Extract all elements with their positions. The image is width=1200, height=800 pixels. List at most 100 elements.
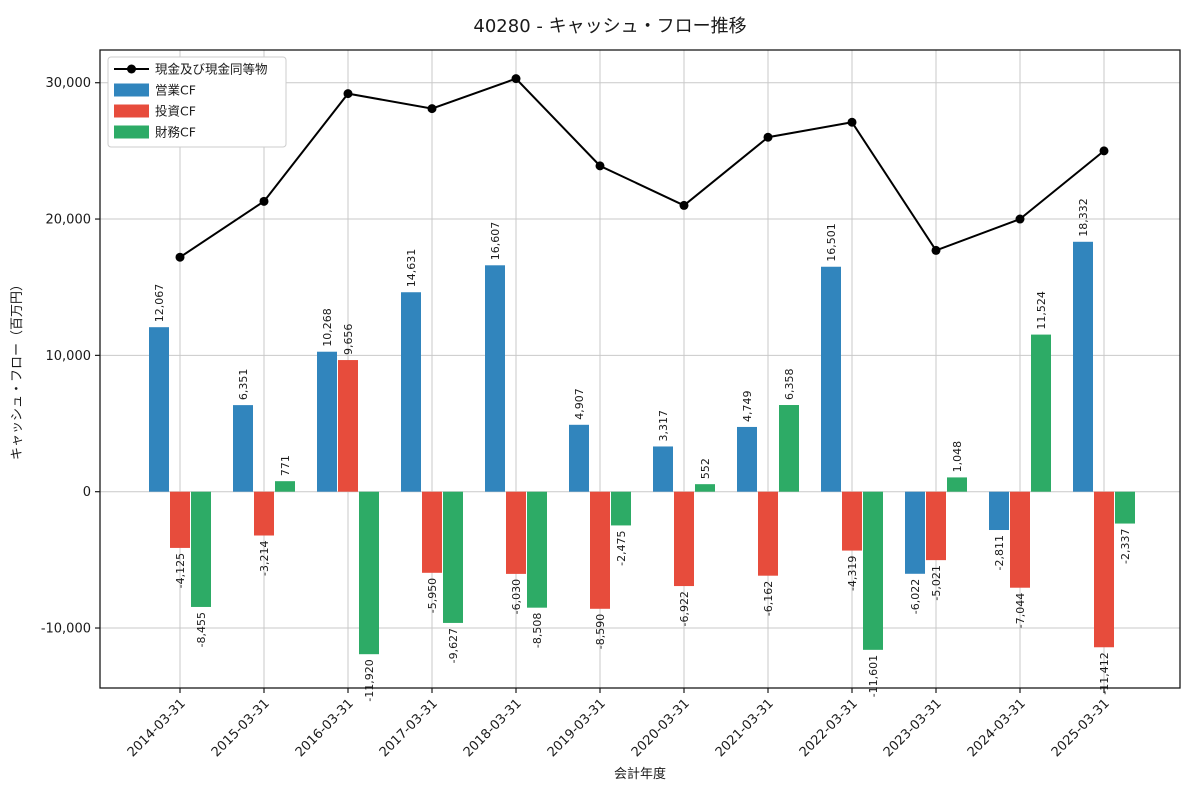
- bar: [149, 327, 169, 492]
- x-tick-label: 2016-03-31: [293, 696, 357, 760]
- bar-value-label: 552: [699, 458, 712, 479]
- bar: [611, 491, 631, 526]
- legend-label: 財務CF: [155, 125, 196, 140]
- x-tick-label: 2021-03-31: [713, 696, 777, 760]
- bar: [842, 491, 862, 551]
- x-tick-label: 2015-03-31: [209, 696, 273, 760]
- x-axis-title: 会計年度: [614, 766, 666, 782]
- bar-value-label: -7,044: [1014, 593, 1027, 628]
- bar-value-label: -3,214: [258, 541, 271, 576]
- bar: [401, 292, 421, 492]
- bar-value-label: -6,030: [510, 579, 523, 614]
- line-marker: [175, 252, 185, 262]
- line-marker: [763, 132, 773, 142]
- y-tick-label: 30,000: [46, 76, 92, 91]
- bar-value-label: 12,067: [153, 284, 166, 323]
- bar: [1115, 491, 1135, 524]
- bar-value-label: -6,922: [678, 591, 691, 626]
- bar: [695, 484, 715, 492]
- legend-swatch: [114, 83, 149, 97]
- bar-value-label: -8,455: [195, 612, 208, 647]
- y-axis-title: キャッシュ・フロー（百万円）: [10, 278, 25, 460]
- line-marker: [595, 161, 605, 171]
- y-tick-label: 0: [83, 485, 91, 500]
- legend-swatch: [114, 125, 149, 139]
- line-marker: [931, 245, 941, 255]
- bar-value-label: -9,627: [447, 628, 460, 663]
- bar: [443, 491, 463, 623]
- line-marker: [259, 196, 269, 206]
- bar-value-label: 3,317: [657, 410, 670, 442]
- bar: [1010, 491, 1030, 588]
- bar-value-label: -5,950: [426, 578, 439, 613]
- legend-box: [107, 56, 287, 148]
- bar-value-label: 11,524: [1035, 291, 1048, 330]
- x-tick-label: 2018-03-31: [461, 696, 525, 760]
- bar: [653, 446, 673, 492]
- line-marker: [847, 117, 857, 127]
- bar-value-label: -8,508: [531, 613, 544, 648]
- bar-series: [149, 241, 1135, 655]
- bar: [191, 491, 211, 607]
- x-tick-label: 2025-03-31: [1049, 696, 1113, 760]
- bar-value-label: -2,337: [1119, 529, 1132, 564]
- bar: [422, 491, 442, 573]
- bar-value-label: -2,475: [615, 530, 628, 565]
- x-tick-label: 2014-03-31: [125, 696, 189, 760]
- bar-value-label: -4,319: [846, 556, 859, 591]
- series-財務CF: [191, 334, 1135, 655]
- bar: [590, 491, 610, 609]
- bar-value-label: 16,501: [825, 223, 838, 262]
- line-marker: [511, 74, 521, 84]
- bar-value-label: 14,631: [405, 249, 418, 288]
- bar: [233, 405, 253, 492]
- plot-border: [99, 49, 1181, 689]
- bar: [863, 491, 883, 650]
- y-tick-label: -10,000: [41, 622, 91, 637]
- bar: [1094, 491, 1114, 648]
- bar-value-label: 18,332: [1077, 198, 1090, 237]
- x-tick-label: 2024-03-31: [965, 696, 1029, 760]
- x-tick-label: 2023-03-31: [881, 696, 945, 760]
- legend-line-marker: [127, 64, 136, 74]
- line-series: [175, 74, 1109, 262]
- x-tick-label: 2020-03-31: [629, 696, 693, 760]
- x-tick-label: 2022-03-31: [797, 696, 861, 760]
- bar: [926, 491, 946, 561]
- bar: [506, 491, 526, 574]
- bar: [821, 266, 841, 492]
- legend-label: 現金及び現金同等物: [155, 62, 268, 77]
- line-marker: [427, 104, 437, 114]
- bar-value-label: -11,601: [867, 655, 880, 697]
- bar-value-label: 16,607: [489, 222, 502, 261]
- bar-value-label: -4,125: [174, 553, 187, 588]
- bar: [317, 351, 337, 492]
- bar-value-label: -11,920: [363, 659, 376, 701]
- chart-title: 40280 - キャッシュ・フロー推移: [473, 16, 746, 37]
- line-marker: [1099, 146, 1109, 156]
- bar-value-label: 6,358: [783, 369, 796, 401]
- y-tick-label: 10,000: [46, 349, 92, 364]
- bar: [359, 491, 379, 655]
- bar-value-label: 6,351: [237, 369, 250, 401]
- line-marker: [679, 200, 689, 210]
- bar-value-label: 4,907: [573, 388, 586, 420]
- series-営業CF: [149, 241, 1093, 574]
- legend-swatch: [114, 104, 149, 118]
- axes: -10,000 0 10,000 20,000 30,000 2014-03-31 2015…: [41, 49, 1181, 760]
- bar: [527, 491, 547, 608]
- plot-area: 12,067 6,351 10,268 14,631 16,607 4,907 3,317 4…: [41, 49, 1181, 760]
- x-tick-label: 2017-03-31: [377, 696, 441, 760]
- bar-value-label: 1,048: [951, 441, 964, 473]
- legend-label: 投資CF: [155, 104, 196, 119]
- bar: [1031, 334, 1051, 492]
- bar: [737, 426, 757, 492]
- bar-value-label: -6,162: [762, 581, 775, 616]
- bar-value-label: -6,022: [909, 579, 922, 614]
- bar: [569, 424, 589, 492]
- bar-value-label: 10,268: [321, 308, 334, 347]
- bar-value-label: 9,656: [342, 324, 355, 356]
